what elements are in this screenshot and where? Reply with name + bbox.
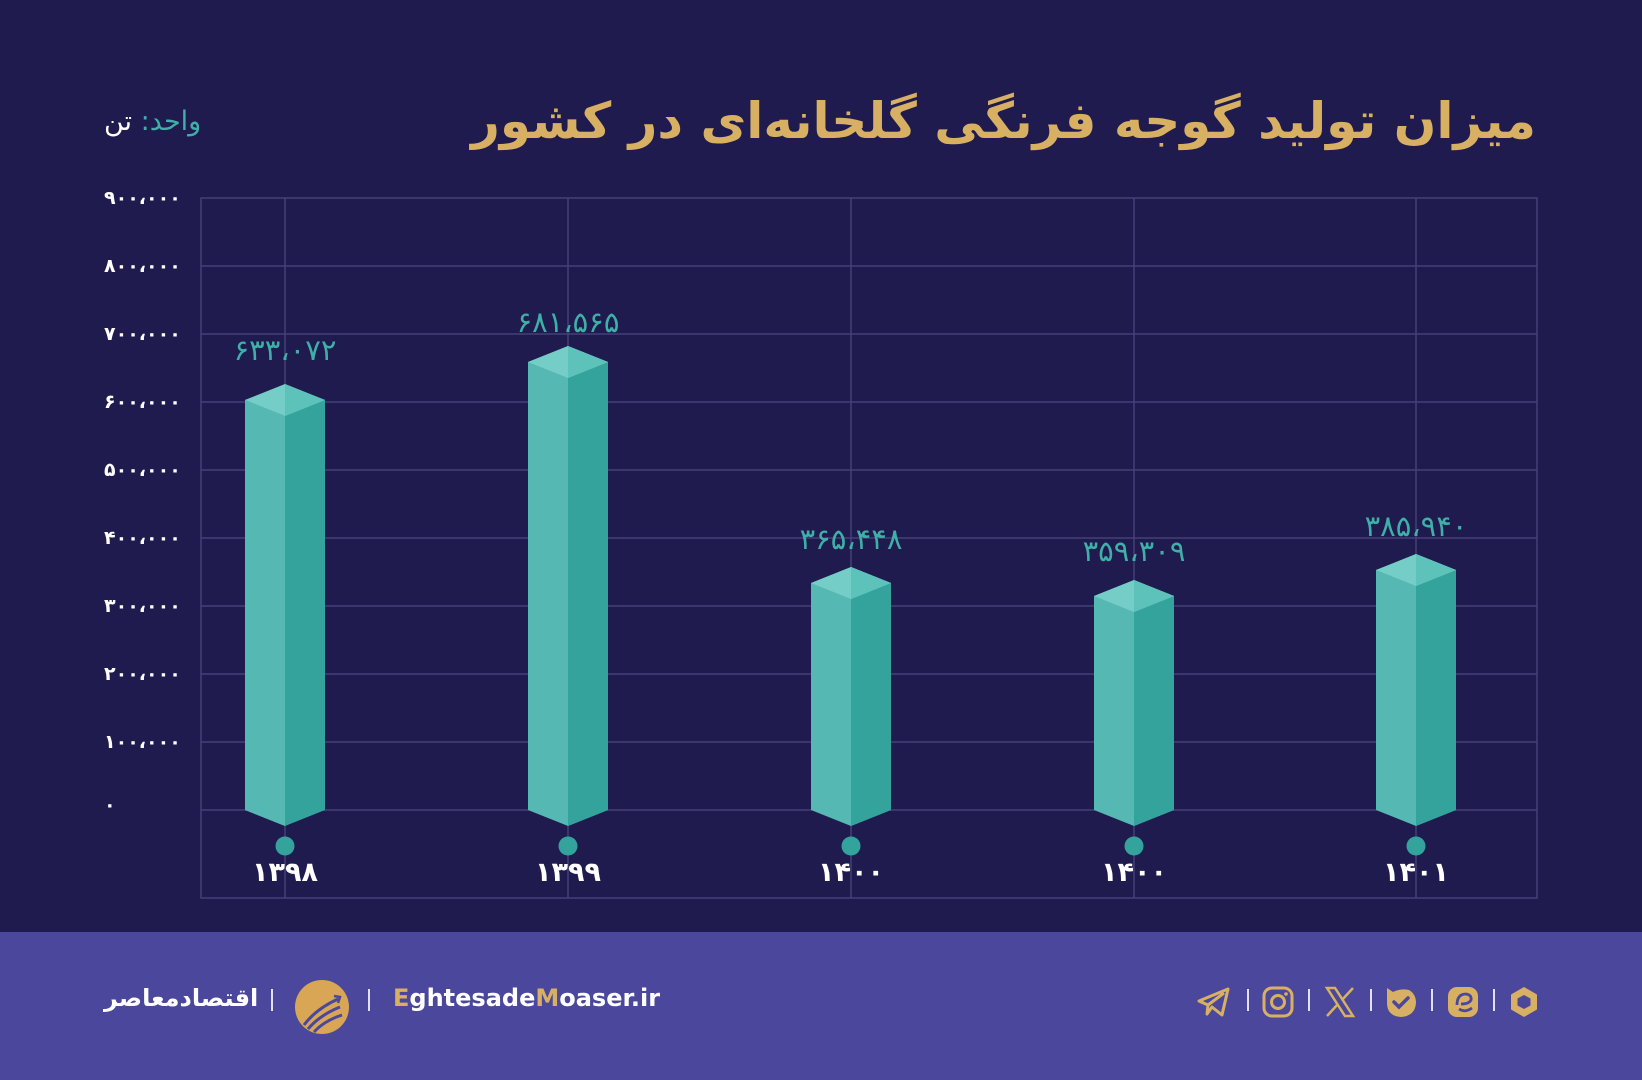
bar-value-label: ۶۸۱،۵۶۵ [516,305,620,339]
bar-value-label: ۶۳۳،۰۷۲ [233,333,337,367]
divider [271,989,273,1011]
divider [1370,989,1372,1011]
x-icon[interactable] [1322,984,1358,1020]
telegram-icon[interactable] [1196,984,1232,1020]
bar-value-label: ۳۶۵،۴۴۸ [799,522,903,556]
eitaa-icon[interactable] [1445,984,1481,1020]
instagram-icon[interactable] [1260,984,1296,1020]
unit-key: واحد: [140,106,202,137]
bar-1401 [1376,554,1456,856]
bar-1400a [811,567,891,856]
divider [1308,989,1310,1011]
y-tick: ۱۰۰،۰۰۰ [104,731,181,753]
rubika-icon[interactable] [1506,984,1542,1020]
unit-label: واحد: تن [104,106,201,137]
chart-area: میزان تولید گوجه فرنگی گلخانه‌ای در کشور… [104,92,1538,899]
y-tick: ۸۰۰،۰۰۰ [104,255,181,277]
plot-svg [200,197,1538,899]
bar-1400b [1094,580,1174,856]
footer: اقتصادمعاصر EghtesadeMoaser.ir [0,932,1642,1080]
chart-title: میزان تولید گوجه فرنگی گلخانه‌ای در کشور [471,92,1537,150]
divider [1247,989,1249,1011]
y-tick: ۶۰۰،۰۰۰ [104,391,181,413]
brand-name: اقتصادمعاصر [104,984,259,1012]
x-axis-label: ۱۴۰۰ [818,857,884,888]
y-tick: ۴۰۰،۰۰۰ [104,527,181,549]
divider [1493,989,1495,1011]
y-tick: ۹۰۰،۰۰۰ [104,187,181,209]
unit-value: تن [104,106,133,137]
y-tick: ۳۰۰،۰۰۰ [104,595,181,617]
bale-icon[interactable] [1383,984,1419,1020]
x-axis-label: ۱۴۰۰ [1101,857,1167,888]
y-tick: ۰ [104,794,116,816]
y-tick: ۷۰۰،۰۰۰ [104,323,181,345]
brand-logo-icon [295,980,349,1034]
divider [368,989,370,1011]
x-axis-label: ۱۳۹۹ [535,857,601,888]
grid [200,197,1538,899]
divider [1431,989,1433,1011]
y-tick: ۵۰۰،۰۰۰ [104,459,181,481]
bar-1399 [528,346,608,856]
x-axis-label: ۱۳۹۸ [252,857,318,888]
x-axis-label: ۱۴۰۱ [1383,857,1449,888]
website-link[interactable]: EghtesadeMoaser.ir [393,984,661,1012]
bar-value-label: ۳۵۹،۳۰۹ [1082,534,1186,568]
bar-value-label: ۳۸۵،۹۴۰ [1364,509,1468,543]
y-tick: ۲۰۰،۰۰۰ [104,663,181,685]
bar-1398 [245,384,325,856]
